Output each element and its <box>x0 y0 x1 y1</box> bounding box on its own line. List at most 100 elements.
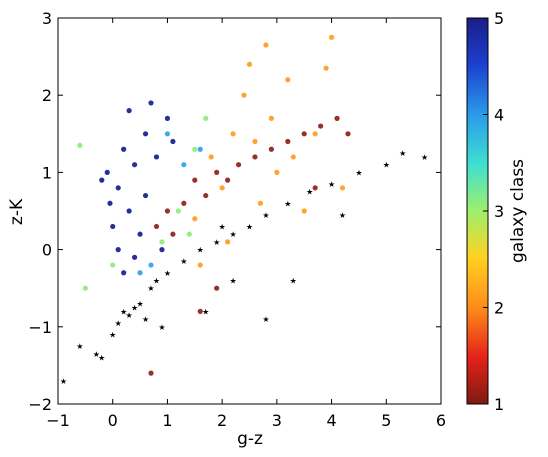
class-1-point <box>148 370 154 376</box>
x-tick-label: 3 <box>272 411 282 430</box>
class-1-point <box>225 177 231 183</box>
class-5-point <box>142 192 149 199</box>
class-5-point <box>126 108 132 114</box>
data-points: ★★★★★★★★★★★★★★★★★★★★★★ ★★★★★★★★★★ ★★ <box>60 34 428 386</box>
class-2-point <box>257 200 264 206</box>
star-point: ★ <box>142 315 149 324</box>
star-point: ★ <box>115 319 122 328</box>
star-point: ★ <box>328 180 335 189</box>
class-2-point <box>274 169 280 175</box>
class-1-point <box>301 131 307 137</box>
star-point: ★ <box>399 149 406 158</box>
class-3-point <box>82 285 88 291</box>
star-point: ★ <box>202 307 209 316</box>
class-1-point <box>345 131 351 137</box>
class-1-point <box>235 162 242 168</box>
class-5-point <box>148 100 154 106</box>
x-tick-label: 0 <box>108 411 118 430</box>
class-5-point <box>121 270 127 276</box>
colorbar-tick-label: 4 <box>494 106 504 125</box>
class-4-point <box>164 131 171 137</box>
class-2-point <box>339 185 346 191</box>
plot-area: ★★★★★★★★★★★★★★★★★★★★★★ ★★★★★★★★★★ ★★ −1 0 1 2… <box>28 9 446 430</box>
colorbar-tick-label: 1 <box>494 395 504 414</box>
y-tick-label: 2 <box>42 86 52 105</box>
star-point: ★ <box>284 199 291 208</box>
star-point: ★ <box>229 276 236 285</box>
x-tick-label: 6 <box>436 411 446 430</box>
class-3-point <box>192 146 198 152</box>
star-point: ★ <box>109 331 116 340</box>
class-2-point <box>328 34 335 40</box>
class-3-point <box>77 142 83 148</box>
star-point: ★ <box>262 211 269 220</box>
class-5-point <box>153 154 160 160</box>
colorbar: 1 2 3 4 5 galaxy class <box>466 9 528 414</box>
star-point: ★ <box>383 161 390 170</box>
x-tick-label: 5 <box>381 411 391 430</box>
colorbar-tick-label: 5 <box>494 9 504 28</box>
class-2-point <box>192 216 198 222</box>
star-point: ★ <box>76 342 83 351</box>
star-point: ★ <box>60 377 67 386</box>
star-point: ★ <box>164 269 171 278</box>
class-2-point <box>252 138 258 145</box>
class-5-point <box>104 169 110 175</box>
y-tick-label: −1 <box>28 318 52 337</box>
class-5-point <box>164 115 171 121</box>
y-tick-label: 3 <box>42 9 52 28</box>
star-point: ★ <box>93 350 100 359</box>
star-point: ★ <box>197 246 204 255</box>
star-point: ★ <box>98 354 105 363</box>
class-1-point <box>252 154 258 160</box>
class-4-point <box>197 146 203 152</box>
star-point: ★ <box>126 311 133 320</box>
class-3-point <box>175 208 181 214</box>
class-5-point <box>107 200 113 206</box>
star-point: ★ <box>339 211 346 220</box>
y-tick-label: 0 <box>42 241 52 260</box>
class-3-point <box>186 231 192 237</box>
class-4-point <box>148 262 154 268</box>
colorbar-label: galaxy class <box>508 159 528 263</box>
class-2-point <box>230 131 236 137</box>
star-point: ★ <box>290 276 297 285</box>
class-2-point <box>241 92 247 98</box>
class-4-point <box>181 162 187 168</box>
x-axis-ticks: −1 0 1 2 3 4 5 6 <box>46 18 446 430</box>
class-1-point <box>197 308 203 314</box>
class-1-point <box>334 115 340 121</box>
class-5-point <box>132 162 138 168</box>
star-point: ★ <box>246 222 253 231</box>
colorbar-ticks: 1 2 3 4 5 <box>483 9 504 414</box>
class-1-point <box>203 192 209 199</box>
x-tick-label: 1 <box>162 411 172 430</box>
class-2-point <box>323 65 329 71</box>
star-point: ★ <box>229 230 236 239</box>
y-axis-ticks: −2 −1 0 1 2 3 <box>28 9 441 414</box>
class-2-point <box>263 42 269 48</box>
class-5-point <box>159 247 165 253</box>
class-1-point <box>192 177 198 183</box>
star-point: ★ <box>213 238 220 247</box>
star-point: ★ <box>136 300 143 309</box>
class-5-point <box>121 146 127 152</box>
star-point: ★ <box>219 222 226 231</box>
x-axis-label: g-z <box>237 429 263 449</box>
star-point: ★ <box>355 168 362 177</box>
class-5-point <box>170 138 176 145</box>
class-5-point <box>115 185 121 191</box>
class-1-point <box>214 285 220 291</box>
class-1-point <box>268 146 274 152</box>
class-5-point <box>126 208 132 214</box>
class-3-point <box>110 262 116 268</box>
class-1-point <box>318 123 324 129</box>
class-2-point <box>246 61 253 67</box>
class-3-point <box>203 115 209 121</box>
class-1-point <box>181 200 187 206</box>
class-2-point <box>208 154 214 160</box>
y-tick-label: 1 <box>42 163 52 182</box>
class-1-point <box>285 138 291 145</box>
class-5-point <box>115 247 121 253</box>
colorbar-tick-label: 3 <box>494 202 504 221</box>
